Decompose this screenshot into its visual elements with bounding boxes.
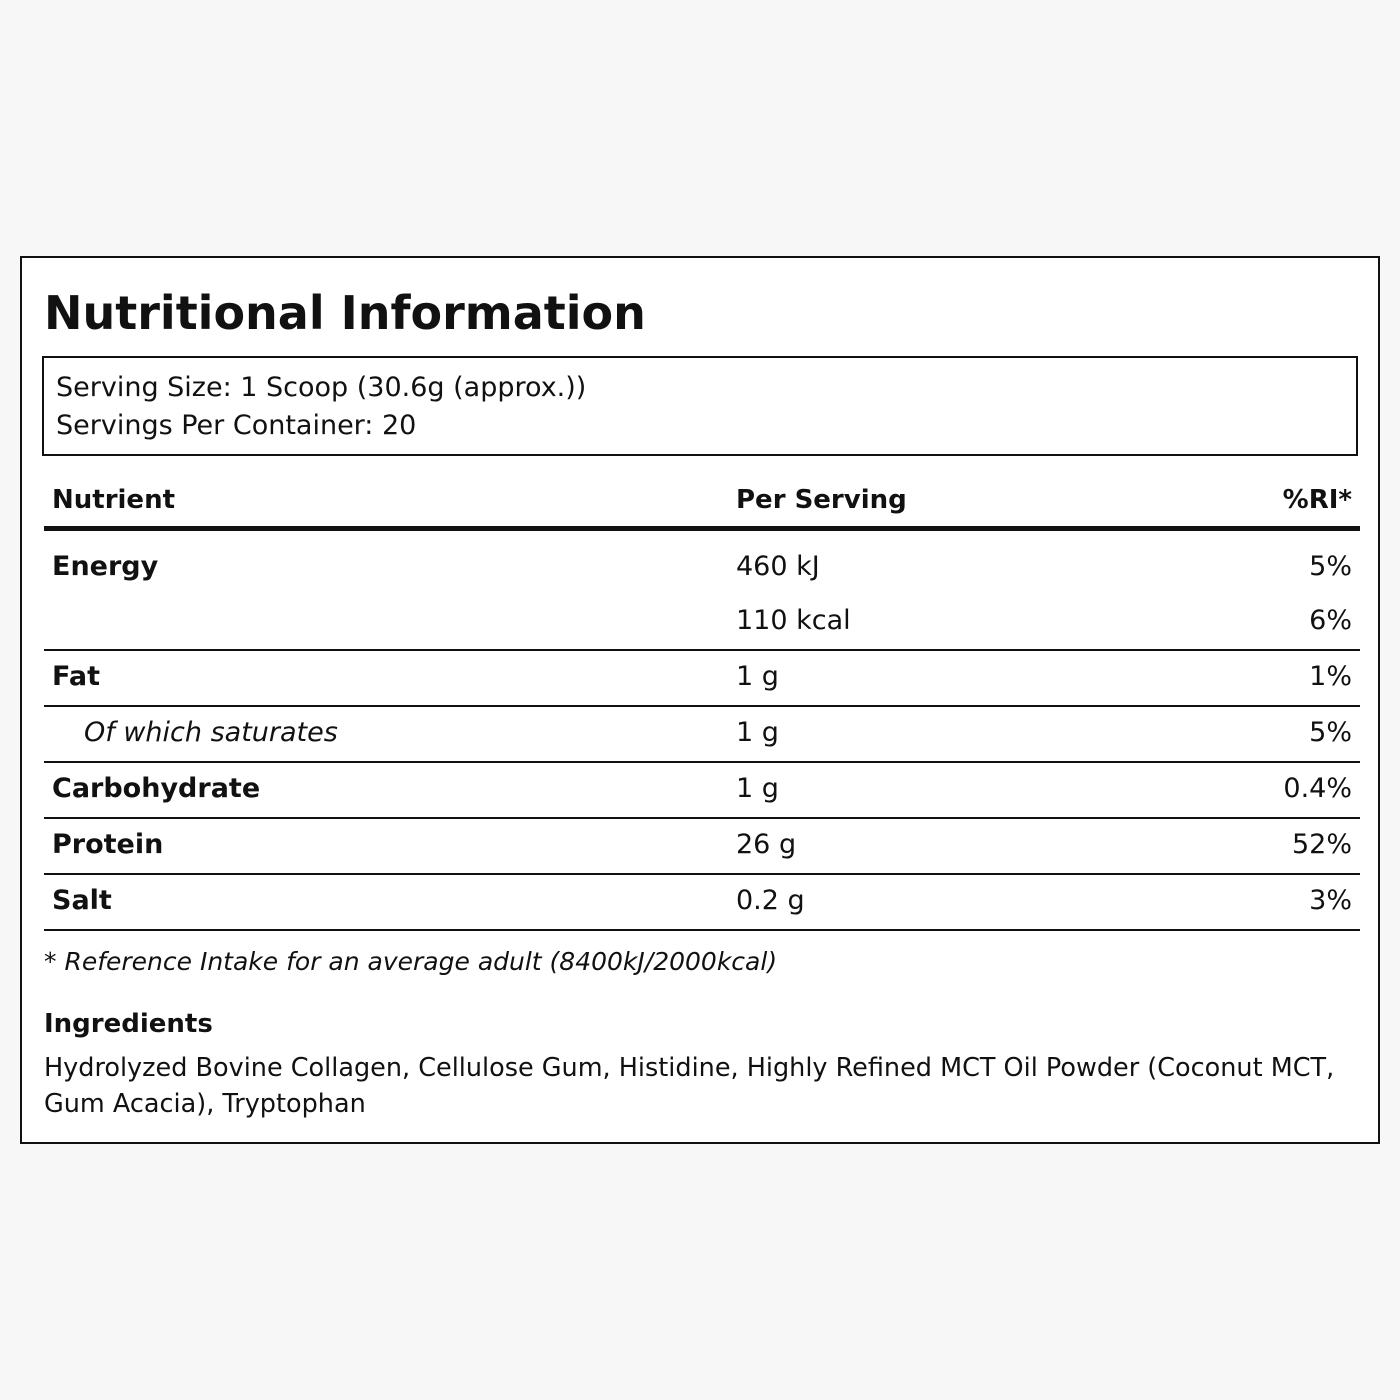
table-row-salt: Salt 0.2 g 3% [44, 875, 1360, 931]
nutrient-name: Of which saturates [84, 717, 338, 748]
header-per-serving: Per Serving [736, 485, 907, 515]
nutrient-value: 1 g [736, 717, 779, 748]
nutrient-ri: 0.4% [1283, 773, 1352, 804]
nutrient-value: 460 kJ [736, 551, 820, 582]
ingredients-list: Hydrolyzed Bovine Collagen, Cellulose Gu… [44, 1053, 1335, 1119]
table-row-saturates: Of which saturates 1 g 5% [44, 707, 1360, 763]
header-nutrient: Nutrient [52, 485, 176, 515]
servings-per-container: Servings Per Container: 20 [56, 410, 417, 441]
nutrient-value: 1 g [736, 661, 779, 692]
reference-intake-footnote: * Reference Intake for an average adult … [44, 947, 778, 976]
nutrient-name: Salt [52, 885, 112, 916]
nutrition-table: Nutrient Per Serving %RI* Energy 460 kJ … [44, 478, 1360, 931]
ingredients-heading: Ingredients [44, 1009, 213, 1039]
table-header: Nutrient Per Serving %RI* [44, 478, 1360, 531]
nutrient-name: Protein [52, 829, 164, 860]
nutrient-name: Fat [52, 661, 100, 692]
page-title: Nutritional Information [44, 286, 646, 340]
nutrient-ri: 1% [1309, 661, 1352, 692]
nutrient-ri: 6% [1309, 605, 1352, 636]
nutrient-name: Energy [52, 551, 159, 582]
serving-size: Serving Size: 1 Scoop (30.6g (approx.)) [56, 372, 587, 403]
nutrient-value: 1 g [736, 773, 779, 804]
table-row-protein: Protein 26 g 52% [44, 819, 1360, 875]
nutrient-value: 0.2 g [736, 885, 805, 916]
nutrient-name: Carbohydrate [52, 773, 261, 804]
table-row-energy: Energy 460 kJ 5% 110 kcal 6% [44, 531, 1360, 651]
nutrient-ri: 52% [1291, 829, 1352, 860]
table-row-fat: Fat 1 g 1% [44, 651, 1360, 707]
serving-info-box: Serving Size: 1 Scoop (30.6g (approx.)) … [42, 356, 1358, 456]
table-row-carbohydrate: Carbohydrate 1 g 0.4% [44, 763, 1360, 819]
nutrient-ri: 5% [1309, 717, 1352, 748]
nutrient-value: 110 kcal [736, 605, 851, 636]
nutrient-ri: 3% [1309, 885, 1352, 916]
header-ri: %RI* [1282, 485, 1352, 515]
nutrient-value: 26 g [736, 829, 797, 860]
nutrient-ri: 5% [1309, 551, 1352, 582]
nutrition-panel: Nutritional Information Serving Size: 1 … [20, 256, 1380, 1144]
